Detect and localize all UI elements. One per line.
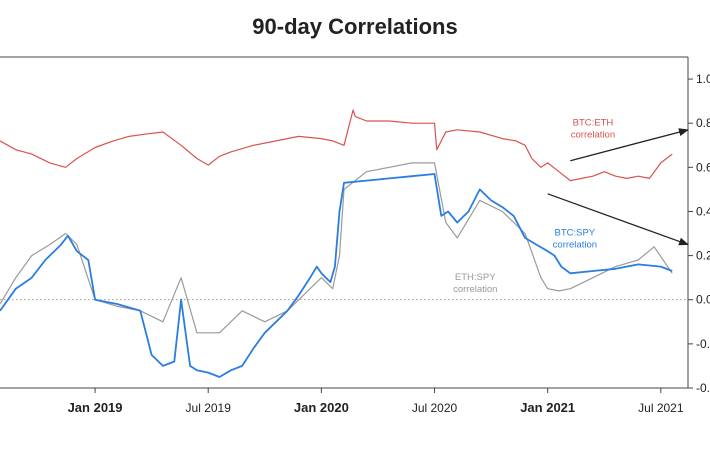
annotation-line: correlation <box>553 240 597 251</box>
x-tick-label: Jul 2020 <box>412 401 458 415</box>
series-line-btc-spy-correlation <box>0 173 673 378</box>
annotation-arrow <box>570 128 689 162</box>
series-annotation: BTC:ETH correlation <box>571 117 615 140</box>
chart-title: 90-day Correlations <box>252 14 458 39</box>
annotation-line: BTC:SPY <box>555 228 596 239</box>
series-line-btc-eth-correlation <box>0 109 673 182</box>
annotation-arrow <box>547 193 689 246</box>
annotation-line: correlation <box>453 284 497 295</box>
y-tick-label: 0.2 <box>696 249 710 263</box>
y-tick-label: 1.0 <box>696 72 710 86</box>
y-tick-label: -0.2 <box>696 337 710 351</box>
annotation-line: ETH:SPY <box>455 272 496 283</box>
y-tick-label: 0.0 <box>696 293 710 307</box>
annotation-line: correlation <box>571 129 615 140</box>
x-tick-label: Jan 2019 <box>68 400 123 415</box>
series-annotation: BTC:SPY correlation <box>553 228 597 251</box>
series-annotation: ETH:SPY correlation <box>453 272 497 295</box>
y-tick-label: 0.4 <box>696 204 710 218</box>
x-tick-label: Jan 2021 <box>520 400 575 415</box>
annotation-line: BTC:ETH <box>573 117 614 128</box>
x-tick-label: Jan 2020 <box>294 400 349 415</box>
x-tick-label: Jul 2019 <box>186 401 232 415</box>
x-tick-label: Jul 2021 <box>638 401 684 415</box>
y-tick-label: 0.6 <box>696 160 710 174</box>
y-tick-label: 0.8 <box>696 116 710 130</box>
y-tick-label: -0.4 <box>696 381 710 395</box>
